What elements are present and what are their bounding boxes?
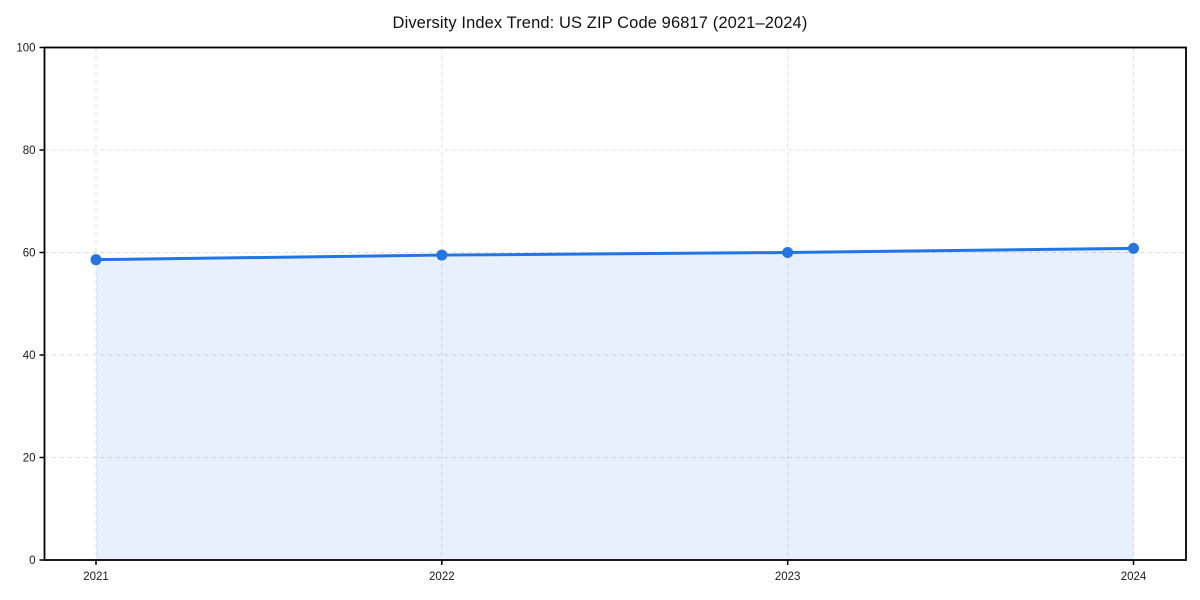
x-axis-tick-label: 2024 bbox=[1121, 571, 1147, 583]
y-axis-tick-label: 0 bbox=[29, 555, 35, 567]
chart-title: Diversity Index Trend: US ZIP Code 96817… bbox=[392, 14, 808, 32]
data-point-marker bbox=[1128, 242, 1139, 254]
y-axis-tick-label: 60 bbox=[23, 248, 36, 260]
y-axis-tick-label: 100 bbox=[16, 43, 35, 55]
data-point-marker bbox=[782, 247, 794, 258]
x-axis-tick-label: 2021 bbox=[83, 571, 109, 583]
data-point-marker bbox=[436, 249, 448, 261]
x-axis-tick-label: 2023 bbox=[775, 571, 801, 583]
x-axis-tick-label: 2022 bbox=[429, 571, 455, 583]
y-axis-tick-label: 40 bbox=[23, 350, 36, 362]
plot-border bbox=[43, 46, 1187, 561]
y-axis-tick-label: 20 bbox=[23, 453, 36, 465]
y-axis-tick-label: 80 bbox=[23, 145, 36, 157]
area-fill bbox=[96, 248, 1134, 560]
data-point-marker bbox=[90, 254, 102, 266]
trend-line bbox=[94, 246, 1135, 262]
